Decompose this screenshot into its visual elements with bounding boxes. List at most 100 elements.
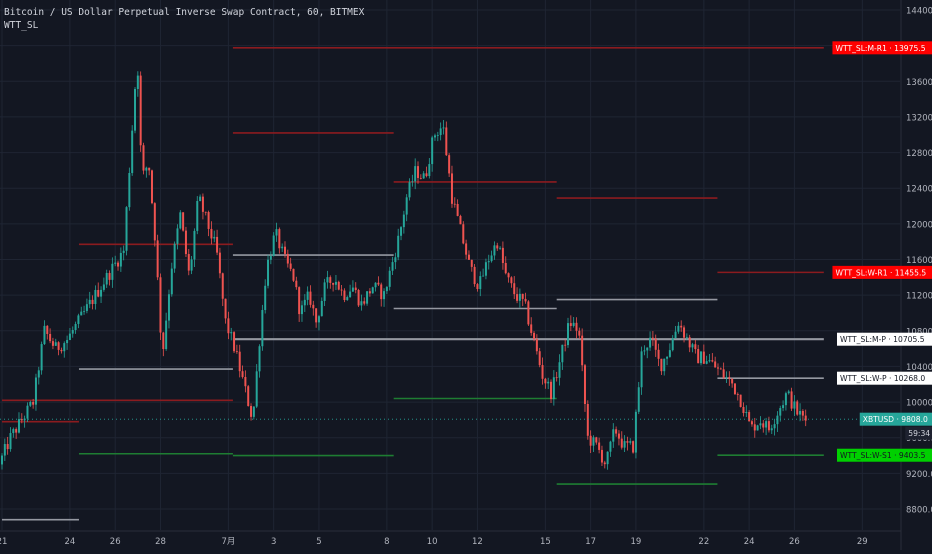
candle-body [388, 270, 391, 287]
candle-body [801, 410, 804, 416]
candle-body [428, 164, 431, 177]
candle-body [417, 166, 420, 178]
candle-body [227, 318, 230, 334]
chart-legend: Bitcoin / US Dollar Perpetual Inverse Sw… [4, 6, 364, 32]
time-tick-label: 10 [427, 537, 438, 547]
candle-body [351, 287, 354, 292]
candle-body [651, 337, 654, 339]
candle-body [400, 227, 403, 236]
candle-body [700, 351, 703, 364]
candle-body [275, 229, 278, 236]
candle-body [218, 252, 221, 274]
candle-body [349, 291, 352, 298]
candle-body [289, 263, 292, 269]
candle-body [54, 342, 57, 346]
candle-body [298, 287, 301, 315]
candle-body [71, 330, 74, 334]
candle-body [60, 349, 63, 352]
time-tick-label: 21 [0, 537, 7, 547]
candle-body [278, 229, 281, 249]
candle-body [479, 276, 482, 290]
candle-body [694, 344, 697, 350]
candle-body [108, 272, 111, 280]
candle-body [354, 287, 357, 290]
time-tick-label: 5 [316, 537, 321, 547]
candle-body [1, 455, 3, 465]
candle-body [366, 291, 369, 304]
candle-body [564, 344, 567, 346]
candle-body [787, 391, 790, 394]
label-m-r1-bg [832, 41, 932, 55]
candle-body [272, 235, 275, 257]
candle-body [383, 291, 386, 300]
candle-body [716, 367, 719, 369]
candle-body [804, 415, 807, 421]
candle-body [745, 412, 748, 414]
candle-body [589, 435, 592, 446]
candle-body [176, 228, 179, 244]
candle-body [654, 338, 657, 350]
candle-body [439, 128, 442, 136]
candle-body [691, 344, 694, 348]
candle-body [201, 196, 204, 212]
candle-body [450, 173, 453, 204]
candle-body [490, 255, 493, 262]
candle-body [281, 246, 284, 249]
candle-body [544, 378, 547, 384]
price-tick-label: 10800.0 [906, 327, 932, 337]
indicator-title[interactable]: WTT_SL [4, 20, 39, 31]
candle-body [380, 284, 383, 300]
candle-body [677, 325, 680, 332]
price-tick-label: 13600.0 [906, 78, 932, 88]
candle-body [40, 344, 43, 371]
candle-body [796, 401, 799, 415]
candle-body [467, 254, 470, 260]
candle-body [736, 394, 739, 395]
time-tick-label: 24 [744, 537, 755, 547]
candle-body [782, 405, 785, 409]
candle-body [94, 289, 97, 305]
candle-body [473, 266, 476, 285]
candle-body [315, 308, 318, 323]
price-tick-label: 10400.0 [906, 363, 932, 373]
candle-body [646, 347, 649, 351]
candle-body [162, 332, 165, 350]
symbol-title[interactable]: Bitcoin / US Dollar Perpetual Inverse Sw… [4, 7, 365, 18]
candle-body [216, 236, 219, 253]
candle-body [530, 324, 533, 333]
candle-body [578, 330, 581, 336]
price-tick-label: 11200.0 [906, 292, 932, 302]
price-tick-label: 13200.0 [906, 113, 932, 123]
candle-body [793, 401, 796, 409]
label-countdown-bg [905, 426, 932, 440]
candle-body [91, 299, 94, 305]
candle-body [623, 441, 626, 448]
candle-body [199, 196, 202, 202]
candle-body [552, 377, 555, 400]
candle-body [34, 377, 37, 405]
candle-body [657, 349, 660, 359]
price-tick-label: 12400.0 [906, 185, 932, 195]
candle-body [688, 337, 691, 348]
candle-body [102, 284, 105, 290]
time-tick-label: 17 [585, 537, 596, 547]
candle-body [83, 310, 86, 312]
candle-body [773, 424, 776, 429]
candle-body [462, 224, 465, 244]
candle-body [119, 252, 122, 267]
candle-body [521, 293, 524, 299]
candle-body [524, 298, 527, 302]
candle-body [714, 361, 717, 368]
candle-body [117, 262, 120, 267]
label-countdown: 59:34 [908, 429, 930, 438]
candle-body [535, 338, 538, 352]
candle-body [533, 332, 536, 339]
label-m-r1: WTT_SL:M-R1 · 13975.5 [835, 44, 925, 53]
price-tick-label: 9200.0 [906, 470, 932, 480]
candle-body [436, 135, 439, 136]
candle-body [671, 338, 674, 351]
candle-body [306, 291, 309, 300]
candle-body [247, 386, 250, 406]
